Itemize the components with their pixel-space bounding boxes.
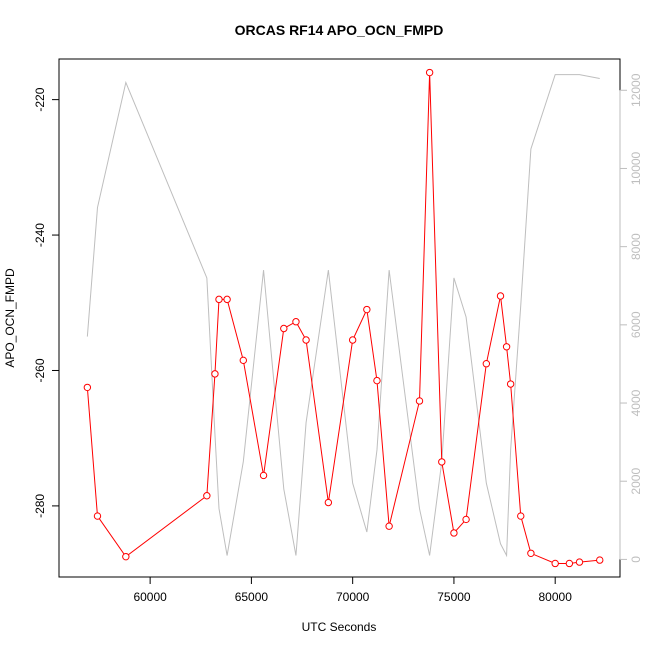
data-point-4: [211, 370, 219, 378]
left-axis-series-line: [86, 72, 600, 564]
chart-title: ORCAS RF14 APO_OCN_FMPD: [235, 22, 444, 38]
y2-tick-label-3: 6000: [629, 311, 643, 338]
y-axis-left: -280 -260 -240 -220: [33, 87, 59, 518]
data-point-18: [425, 68, 434, 77]
data-point-21: [462, 515, 470, 524]
x-tick-label-4: 80000: [539, 590, 573, 604]
data-point-13: [348, 336, 357, 344]
data-point-8: [259, 471, 268, 480]
x-axis-label: UTC Seconds: [302, 620, 377, 634]
data-point-27: [527, 549, 535, 558]
data-point-5: [215, 295, 223, 304]
y-axis-right: 0 2000 4000 6000 8000 10000 12000: [619, 73, 643, 563]
x-tick-label-2: 70000: [336, 590, 370, 604]
data-point-30: [575, 558, 584, 566]
y-tick-label-2: -240: [33, 223, 47, 247]
data-point-24: [502, 343, 511, 351]
data-point-19: [438, 458, 446, 466]
data-point-10: [292, 318, 300, 326]
data-point-1: [93, 512, 102, 520]
right-axis-series-line: [86, 74, 600, 558]
data-point-16: [385, 522, 393, 530]
data-point-11: [302, 336, 310, 344]
y2-tick-label-2: 4000: [629, 389, 643, 416]
series-layer: [83, 68, 604, 568]
data-point-29: [565, 559, 574, 568]
x-tick-label-1: 65000: [235, 590, 269, 604]
data-point-15: [373, 376, 381, 385]
data-point-22: [482, 360, 491, 368]
data-point-14: [363, 305, 371, 314]
data-point-6: [223, 295, 231, 304]
x-tick-label-3: 75000: [437, 590, 471, 604]
data-point-23: [496, 292, 505, 300]
data-point-7: [239, 356, 247, 365]
y-tick-label-1: -260: [33, 358, 47, 382]
data-point-3: [203, 492, 211, 500]
y2-tick-label-6: 12000: [629, 73, 643, 107]
data-point-28: [551, 559, 559, 568]
data-point-0: [83, 383, 92, 392]
data-point-31: [596, 556, 604, 564]
data-point-25: [506, 380, 515, 388]
y2-tick-label-5: 10000: [629, 151, 643, 185]
y-axis-label: APO_OCN_FMPD: [3, 268, 17, 368]
x-tick-label-0: 60000: [133, 590, 167, 604]
y2-tick-label-0: 0: [629, 556, 643, 563]
data-point-26: [517, 512, 525, 520]
y2-tick-label-1: 2000: [629, 468, 643, 495]
data-point-20: [450, 529, 458, 537]
data-point-12: [324, 498, 333, 507]
y2-tick-label-4: 8000: [629, 233, 643, 260]
data-point-9: [280, 324, 288, 333]
plot-frame: [58, 58, 621, 578]
y-tick-label-0: -280: [33, 494, 47, 518]
data-point-17: [415, 397, 424, 405]
y-tick-label-3: -220: [33, 87, 47, 111]
data-point-2: [122, 552, 130, 561]
x-axis: 60000 65000 70000 75000 80000: [133, 576, 573, 604]
